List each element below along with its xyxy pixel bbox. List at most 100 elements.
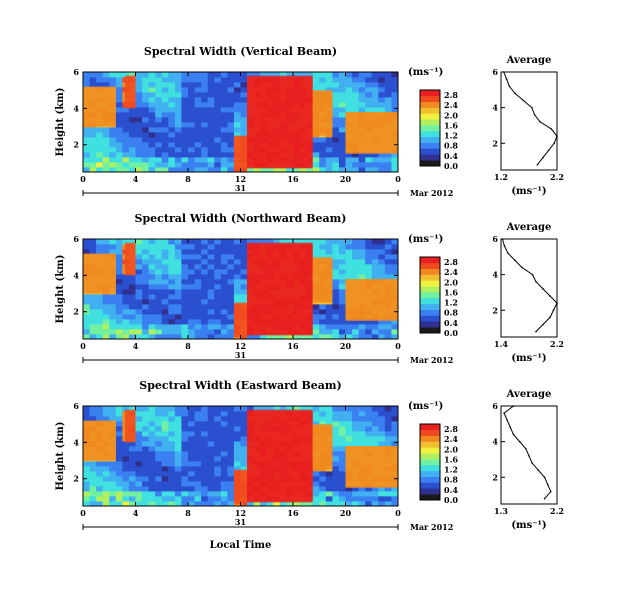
heatmap-cell (188, 294, 195, 300)
heatmap-cell (148, 137, 156, 143)
heatmap-cell (227, 132, 235, 138)
heatmap-cell (233, 431, 241, 437)
heatmap-cell (102, 137, 110, 143)
heatmap-cell (194, 421, 202, 427)
heatmap-cell (352, 249, 360, 255)
heatmap-cell (201, 127, 209, 133)
heatmap-cell (260, 501, 268, 507)
heatmap-cell (214, 486, 222, 492)
heatmap-cell (128, 314, 136, 320)
heatmap-cell (293, 167, 300, 173)
heatmap-cell (148, 97, 156, 103)
heatmap-cell (115, 259, 123, 265)
heatmap-cell (352, 162, 360, 168)
heatmap-cell (220, 304, 228, 310)
heatmap-cell (338, 334, 346, 340)
heatmap-cell (233, 264, 241, 270)
heatmap-cell (384, 329, 392, 335)
heatmap-cell (115, 112, 123, 118)
heatmap-cell (89, 249, 97, 255)
heatmap-cell (358, 411, 366, 417)
heatmap-cell (378, 334, 386, 340)
heatmap-cell (220, 274, 228, 280)
heatmap-cell (365, 254, 373, 260)
heatmap-cell (325, 137, 333, 143)
heatmap-cell (96, 72, 104, 78)
heatmap-cell (194, 426, 202, 432)
heatmap-cell (227, 289, 235, 295)
heatmap-cell (148, 496, 156, 502)
heatmap-cell (115, 486, 123, 492)
heatmap-cell (201, 274, 209, 280)
heatmap-cell (227, 426, 235, 432)
heatmap-cell (207, 82, 215, 88)
heatmap-cell (181, 451, 189, 457)
heatmap-cell (109, 249, 117, 255)
heatmap-cell (332, 491, 340, 497)
heatmap-cell (142, 112, 150, 118)
heatmap-cell (102, 471, 110, 477)
heatmap-cell (102, 411, 110, 417)
heatmap-cell (128, 481, 136, 487)
heatmap-cell (122, 501, 130, 507)
heatmap-cell (161, 436, 169, 442)
heatmap-cell (194, 294, 202, 300)
heatmap-cell (174, 496, 182, 502)
heatmap-cell (168, 249, 176, 255)
colorbar-swatch (420, 107, 440, 114)
heatmap-cell (358, 269, 366, 275)
heatmap-cell (142, 496, 150, 502)
heatmap-cell (181, 254, 189, 260)
heatmap-cell (352, 167, 360, 173)
heatmap-cell (174, 486, 182, 492)
heatmap-cell (391, 254, 399, 260)
heatmap-cell (338, 167, 346, 173)
heatmap-cell (207, 112, 215, 118)
heatmap-cell (240, 249, 248, 255)
heatmap-cell (371, 82, 379, 88)
heatmap-cell (266, 239, 274, 245)
heatmap-cell (220, 82, 228, 88)
heatmap-cell (214, 299, 222, 305)
heatmap-cell (227, 77, 235, 83)
heatmap-cell (227, 152, 235, 158)
profile-y-tick-label: 2 (492, 472, 498, 482)
heatmap-cell (365, 431, 373, 437)
heatmap-cell (345, 441, 353, 447)
heatmap-cell (155, 157, 163, 163)
heatmap-cell (214, 239, 222, 245)
heatmap-cell (227, 456, 235, 462)
profile-point (506, 419, 509, 422)
heatmap-cell (174, 289, 182, 295)
heatmap-cell (161, 167, 169, 173)
heatmap-cell (273, 334, 281, 340)
heatmap-cell (194, 279, 202, 285)
heatmap-cell (358, 152, 366, 158)
heatmap-cell (194, 112, 202, 118)
heatmap-cell (102, 491, 110, 497)
heatmap-cell (128, 279, 136, 285)
heatmap-cell (201, 147, 209, 153)
heatmap-cell (319, 334, 327, 340)
heatmap-cell (148, 411, 156, 417)
heatmap-cell (148, 319, 156, 325)
heatmap-cell (194, 132, 202, 138)
heatmap-cell (83, 501, 90, 507)
heatmap-cell (188, 147, 195, 153)
heatmap-cell (155, 97, 163, 103)
profile-point (505, 78, 508, 80)
heatmap-cell (155, 481, 163, 487)
heatmap-cell (109, 406, 117, 412)
heatmap-cell (181, 314, 189, 320)
heatmap-cell (358, 97, 366, 103)
heatmap-cell (233, 239, 241, 245)
colorbar-swatch (420, 494, 440, 501)
heatmap-cell (115, 406, 123, 412)
heatmap-cell (201, 259, 209, 265)
day-label: 31 (235, 350, 246, 360)
heatmap-cell (181, 107, 189, 113)
profile-x-tick-label: 1.4 (494, 339, 508, 349)
heatmap-cell (201, 304, 209, 310)
heatmap-cell (148, 456, 156, 462)
heatmap-cell (319, 82, 327, 88)
